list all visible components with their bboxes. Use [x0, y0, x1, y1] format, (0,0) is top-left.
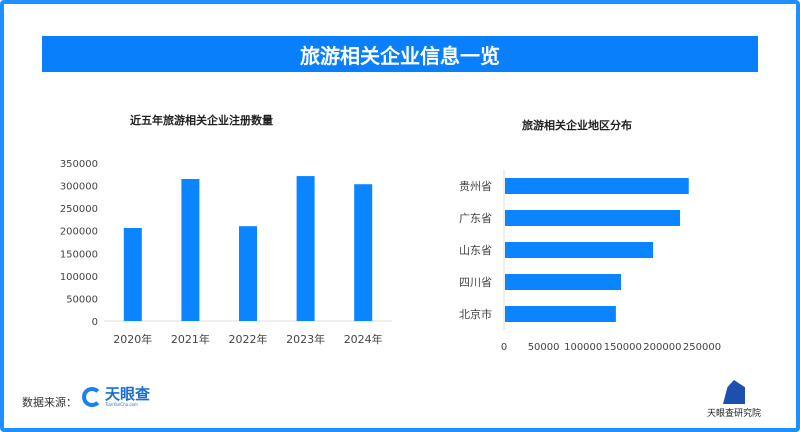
logo-sub: TianYanCha.com	[105, 402, 138, 407]
y-tick-label: 北京市	[459, 307, 492, 321]
x-tick-label: 200000	[643, 342, 681, 353]
bar-山东省	[505, 242, 654, 258]
y-tick-label: 广东省	[459, 212, 492, 225]
x-tick-label: 250000	[683, 342, 721, 353]
chart2-title: 旅游相关企业地区分布	[522, 119, 632, 132]
x-tick-label: 2023年	[286, 332, 325, 346]
y-tick-label: 200000	[60, 227, 98, 238]
x-tick-label: 150000	[604, 342, 642, 353]
x-tick-label: 50000	[528, 342, 560, 353]
logo-name: 天眼查	[105, 385, 151, 403]
y-tick-label: 50000	[66, 294, 98, 305]
x-tick-label: 2020年	[113, 332, 152, 346]
institute-logo: 天眼查研究院	[706, 380, 762, 419]
x-tick-label: 100000	[564, 342, 602, 353]
bar-广东省	[505, 210, 681, 226]
source-label: 数据来源：	[22, 396, 77, 409]
bar-2022年	[239, 226, 257, 321]
institute-name: 天眼查研究院	[706, 409, 761, 419]
logo-icon	[82, 387, 102, 407]
bar-四川省	[505, 274, 622, 290]
y-tick-label: 250000	[60, 204, 98, 215]
bar-2024年	[354, 184, 373, 321]
chart1-title: 近五年旅游相关企业注册数量	[130, 114, 273, 127]
bar-贵州省	[505, 178, 689, 194]
y-tick-label: 300000	[60, 182, 98, 193]
institute-mark-icon	[723, 380, 745, 404]
y-tick-label: 山东省	[459, 244, 492, 257]
x-tick-label: 0	[501, 342, 507, 353]
x-tick-label: 2021年	[171, 332, 210, 346]
y-tick-label: 四川省	[459, 276, 492, 289]
tianyancha-logo: 天眼查 TianYanCha.com	[82, 387, 150, 407]
x-tick-label: 2022年	[229, 332, 268, 346]
y-tick-label: 100000	[60, 272, 98, 283]
page-title: 旅游相关企业信息一览	[42, 36, 758, 72]
bar-北京市	[505, 306, 616, 322]
y-tick-label: 150000	[60, 249, 98, 260]
x-tick-label: 2024年	[344, 332, 383, 346]
y-tick-label: 贵州省	[459, 180, 492, 193]
y-tick-label: 0	[92, 317, 98, 328]
bar-2021年	[181, 179, 200, 321]
y-tick-label: 350000	[60, 159, 98, 170]
bar-2023年	[296, 176, 315, 321]
bar-2020年	[123, 228, 142, 321]
